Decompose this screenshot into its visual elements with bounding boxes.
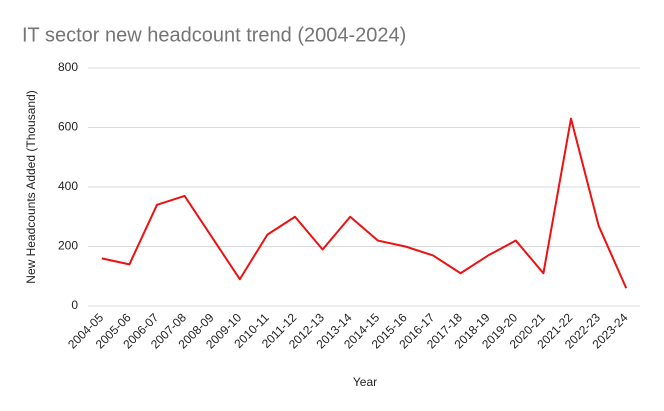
y-tick-label: 400 [58,179,78,193]
line [101,117,628,289]
chart-title: IT sector new headcount trend (2004-2024… [22,24,406,46]
y-tick-label: 0 [71,298,78,312]
y-tick-label: 800 [58,60,78,74]
y-tick-label: 600 [58,120,78,134]
y-tick-label: 200 [58,239,78,253]
y-axis-label: New Headcounts Added (Thousand) [24,90,38,283]
x-axis-label: Year [353,375,377,389]
